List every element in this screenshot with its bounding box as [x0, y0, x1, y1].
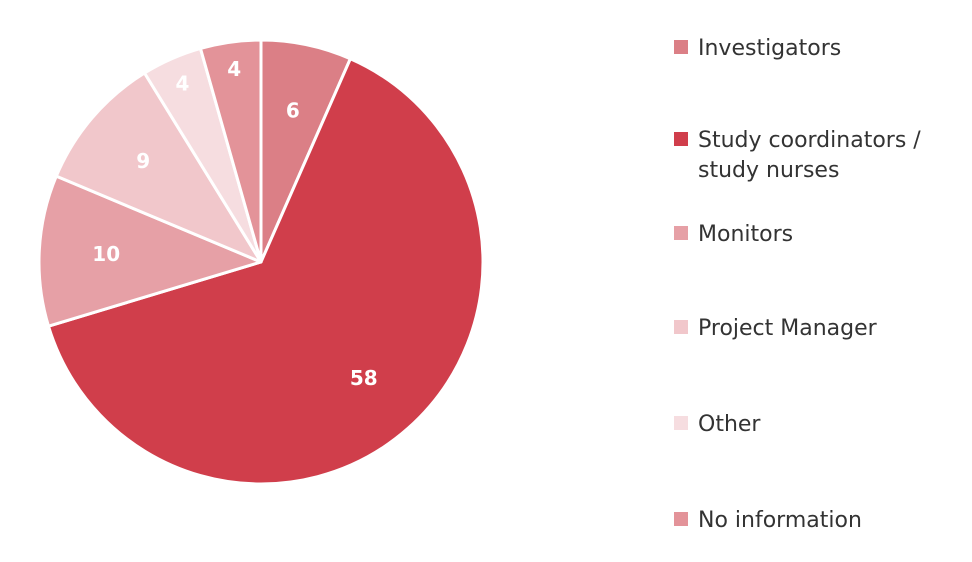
pie-label-no-information: 4 [227, 57, 241, 81]
legend-item-project-manager: Project Manager [674, 314, 968, 344]
pie-label-monitors: 10 [92, 242, 120, 266]
legend-item-study-coordinators: Study coordinators / study nurses [674, 126, 968, 186]
legend-swatch-study-coordinators [674, 132, 688, 146]
legend-swatch-project-manager [674, 320, 688, 334]
legend-swatch-investigators [674, 40, 688, 54]
pie-label-other: 4 [176, 72, 190, 96]
legend-label-investigators: Investigators [698, 36, 842, 61]
pie-slice-labels: 6 58 10 9 4 4 [92, 57, 377, 390]
legend-label-study-coordinators: Study coordinators / study nurses [698, 128, 921, 183]
pie-chart: 6 58 10 9 4 4 [37, 38, 485, 486]
legend-swatch-no-information [674, 512, 688, 526]
pie-label-project-manager: 9 [136, 149, 150, 173]
legend-item-investigators: Investigators [674, 34, 968, 64]
legend-label-project-manager: Project Manager [698, 316, 877, 341]
legend-item-no-information: No information [674, 506, 968, 536]
legend-swatch-other [674, 416, 688, 430]
legend: Investigators Study coordinators / study… [674, 0, 972, 562]
legend-label-monitors: Monitors [698, 222, 794, 247]
pie-slice-project-manager [54, 71, 263, 264]
legend-label-no-information: No information [698, 508, 862, 533]
pie-slice-no-information [198, 38, 263, 264]
legend-item-other: Other [674, 410, 968, 440]
pie-slices [37, 38, 485, 486]
pie-slice-study-coordinators-study-nurses [46, 57, 485, 486]
legend-item-monitors: Monitors [674, 220, 968, 250]
pie-label-study-coordinators-study-nurses: 58 [350, 366, 378, 390]
legend-swatch-monitors [674, 226, 688, 240]
pie-slice-monitors [37, 174, 263, 328]
legend-label-other: Other [698, 412, 761, 437]
pie-label-investigators: 6 [286, 98, 300, 122]
